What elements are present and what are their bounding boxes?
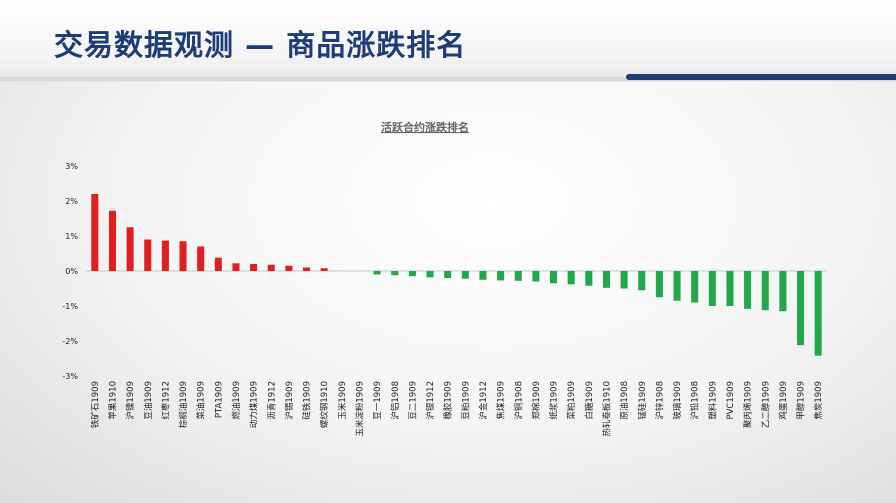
bar: [602, 271, 610, 288]
bar: [426, 271, 434, 278]
x-tick-label: 沪银1912: [425, 381, 436, 420]
x-tick-label: 玻璃1909: [672, 381, 683, 420]
x-tick-label: 橡胶1909: [443, 381, 454, 420]
bar: [214, 257, 222, 271]
y-axis: 3% 2% 1% 0% -1% -2% -3%: [62, 162, 78, 381]
x-tick-label: 乙二醇1909: [760, 381, 771, 428]
title-underline: [0, 77, 896, 81]
x-axis-labels: 铁矿石1909 苹果1910 沪镍1909 豆油1909 红枣1912 棕榈油1909 菜油…: [90, 381, 824, 437]
x-tick-label: 苹果1910: [107, 381, 118, 420]
y-tick-label: -1%: [62, 302, 78, 311]
bar: [585, 271, 593, 286]
bar: [161, 240, 169, 271]
x-tick-label: 菜粕1909: [566, 381, 577, 420]
bar: [550, 271, 558, 284]
bar: [444, 271, 452, 278]
bar: [514, 271, 522, 281]
bar: [179, 241, 187, 271]
x-tick-label: 焦煤1909: [496, 381, 507, 420]
x-tick-label: 纸浆1909: [549, 381, 560, 420]
y-tick-label: 1%: [65, 232, 78, 241]
bar: [497, 271, 505, 281]
bar: [673, 271, 681, 301]
y-tick-label: 2%: [65, 197, 78, 206]
bar: [691, 271, 699, 303]
x-tick-label: 动力煤1909: [249, 381, 260, 428]
x-tick-label: 豆二1909: [408, 381, 418, 420]
x-tick-label: 沪金1912: [478, 381, 489, 420]
bar: [532, 271, 540, 282]
bar: [232, 263, 240, 271]
x-tick-label: 豆一1909: [373, 381, 383, 420]
x-tick-label: 白糖1909: [584, 381, 595, 420]
y-tick-label: -3%: [62, 372, 78, 381]
bar: [744, 271, 752, 309]
bar: [726, 271, 734, 306]
x-tick-label: 锰硅1909: [637, 381, 648, 420]
bar: [126, 227, 134, 271]
x-tick-label: 沪镍1909: [125, 381, 136, 420]
x-tick-label: 沪铜1908: [513, 381, 524, 420]
bar: [620, 271, 628, 289]
x-tick-label: 豆粕1909: [460, 381, 471, 420]
x-tick-label: 玉米1909: [337, 381, 348, 420]
x-tick-label: PTA1909: [214, 381, 224, 418]
x-tick-label: 甲醇1909: [796, 381, 807, 420]
bar: [655, 271, 663, 298]
x-tick-label: 沪铝1908: [390, 381, 401, 420]
x-tick-label: PVC1909: [726, 381, 736, 420]
x-tick-label: 铁矿石1909: [90, 381, 101, 428]
title-accent-bar: [626, 74, 896, 80]
bar: [320, 268, 328, 271]
x-tick-label: 焦炭1909: [813, 381, 824, 420]
bar: [461, 271, 469, 279]
x-tick-label: 豆油1909: [143, 381, 154, 420]
bar: [267, 264, 275, 271]
bar: [373, 271, 381, 275]
bar: [408, 271, 416, 277]
x-tick-label: 聚丙烯1909: [743, 381, 754, 428]
bar: [250, 264, 258, 271]
bar: [567, 271, 575, 285]
bar: [638, 271, 646, 291]
x-tick-label: 沪锌1908: [654, 381, 665, 420]
bar: [303, 267, 311, 271]
x-tick-label: 燃油1909: [231, 381, 242, 420]
x-tick-label: 菜油1909: [196, 381, 207, 420]
bar: [285, 265, 293, 271]
x-tick-label: 塑料1909: [707, 381, 718, 420]
bar: [108, 210, 116, 271]
bar: [91, 194, 99, 271]
x-tick-label: 螺纹钢1910: [319, 381, 330, 428]
x-tick-label: 沪铅1908: [690, 381, 701, 420]
x-tick-label: 原油1908: [619, 381, 630, 420]
bar: [197, 246, 205, 271]
x-tick-label: 红枣1912: [160, 381, 171, 420]
x-tick-label: 棕榈油1909: [178, 381, 189, 428]
bar: [144, 239, 152, 271]
x-tick-label: 沪锡1909: [284, 381, 295, 420]
bar: [797, 271, 805, 346]
page-title: 交易数据观测 — 商品涨跌排名: [54, 28, 467, 62]
y-tick-label: 3%: [65, 162, 78, 171]
x-tick-label: 硅铁1909: [302, 381, 313, 420]
x-tick-label: 玉米淀粉1909: [354, 381, 365, 437]
bar: [779, 271, 787, 312]
chart-title: 活跃合约涨跌排名: [381, 120, 469, 134]
bar-series: [91, 194, 822, 356]
bar: [708, 271, 716, 306]
x-tick-label: 沥青1912: [266, 381, 277, 420]
bar: [391, 271, 399, 276]
y-tick-label: -2%: [62, 337, 78, 346]
x-tick-label: 鸡蛋1909: [778, 381, 789, 420]
header-band: [0, 0, 896, 82]
bar: [814, 271, 822, 356]
bar: [479, 271, 487, 280]
y-tick-label: 0%: [65, 267, 78, 276]
x-tick-label: 郑棉1909: [531, 381, 542, 420]
x-tick-label: 热轧卷板1910: [601, 381, 612, 437]
bar: [761, 271, 769, 311]
